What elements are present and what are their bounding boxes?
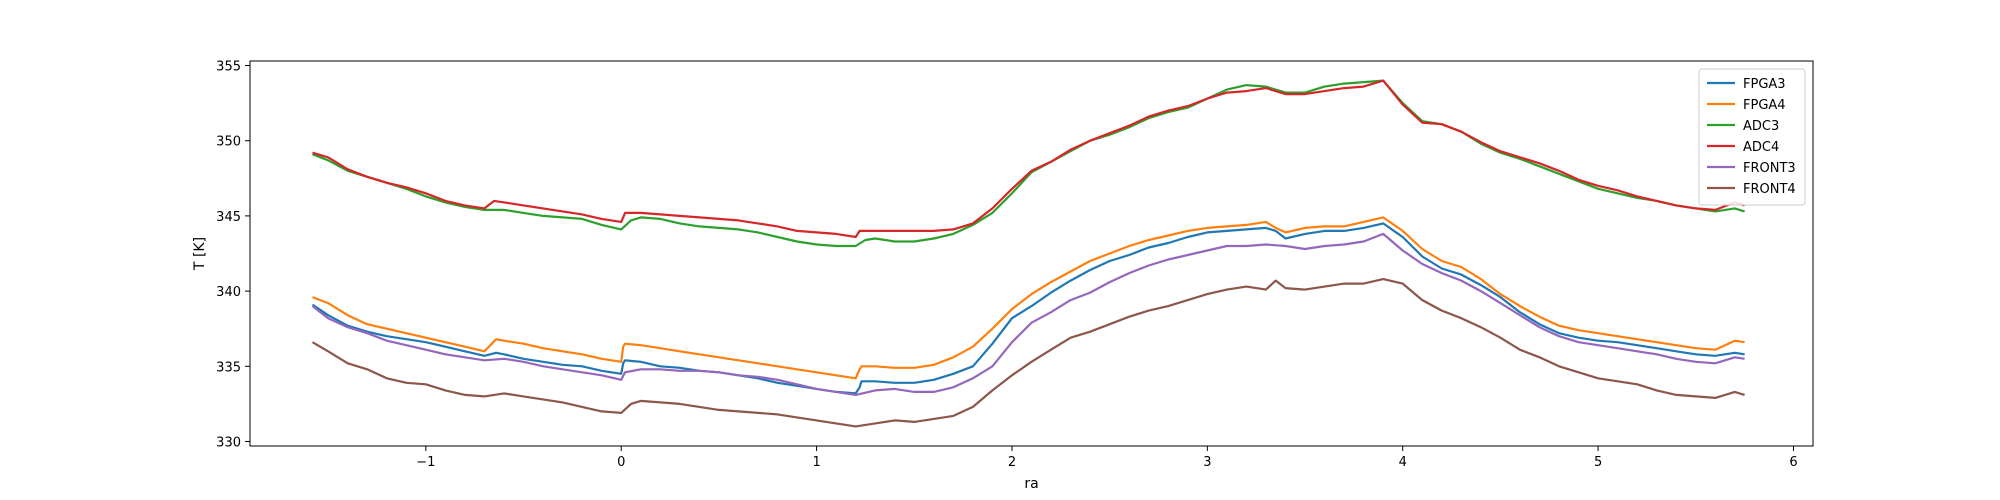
x-tick-label: −1 xyxy=(416,455,435,470)
x-tick-label: 6 xyxy=(1789,455,1797,470)
y-tick-label: 340 xyxy=(216,285,241,300)
legend-label: FPGA4 xyxy=(1743,98,1786,113)
legend-label: ADC4 xyxy=(1743,140,1779,155)
legend-label: FRONT4 xyxy=(1743,182,1796,197)
x-tick-label: 1 xyxy=(812,455,820,470)
y-axis: 330 335 340 345 350 355 xyxy=(216,60,250,450)
series-lines xyxy=(311,79,1745,428)
x-tick-label: 5 xyxy=(1594,455,1602,470)
series-line-front4 xyxy=(311,278,1745,428)
y-tick-label: 345 xyxy=(216,210,241,225)
y-tick-label: 355 xyxy=(216,60,241,75)
legend-label: ADC3 xyxy=(1743,119,1779,134)
x-tick-label: 4 xyxy=(1399,455,1407,470)
y-tick-label: 335 xyxy=(216,360,241,375)
y-tick-label: 330 xyxy=(216,435,241,450)
x-tick-label: 3 xyxy=(1203,455,1211,470)
x-axis-label: ra xyxy=(1024,476,1038,492)
series-line-adc3 xyxy=(312,79,1745,248)
series-line-front3 xyxy=(311,232,1745,396)
legend: FPGA3 FPGA4 ADC3 ADC4 FRONT3 FRONT4 xyxy=(1698,68,1806,206)
x-axis: −1 0 1 2 3 4 5 6 xyxy=(416,446,1798,470)
y-tick-label: 350 xyxy=(216,135,241,150)
y-axis-label: T [K] xyxy=(192,237,208,271)
series-line-fpga4 xyxy=(312,216,1745,380)
series-line-adc4 xyxy=(312,79,1745,239)
legend-label: FRONT3 xyxy=(1743,161,1796,176)
x-tick-label: 2 xyxy=(1008,455,1016,470)
series-line-fpga3 xyxy=(311,222,1745,395)
x-tick-label: 0 xyxy=(617,455,625,470)
plot-frame xyxy=(249,60,1814,447)
legend-label: FPGA3 xyxy=(1743,77,1786,92)
